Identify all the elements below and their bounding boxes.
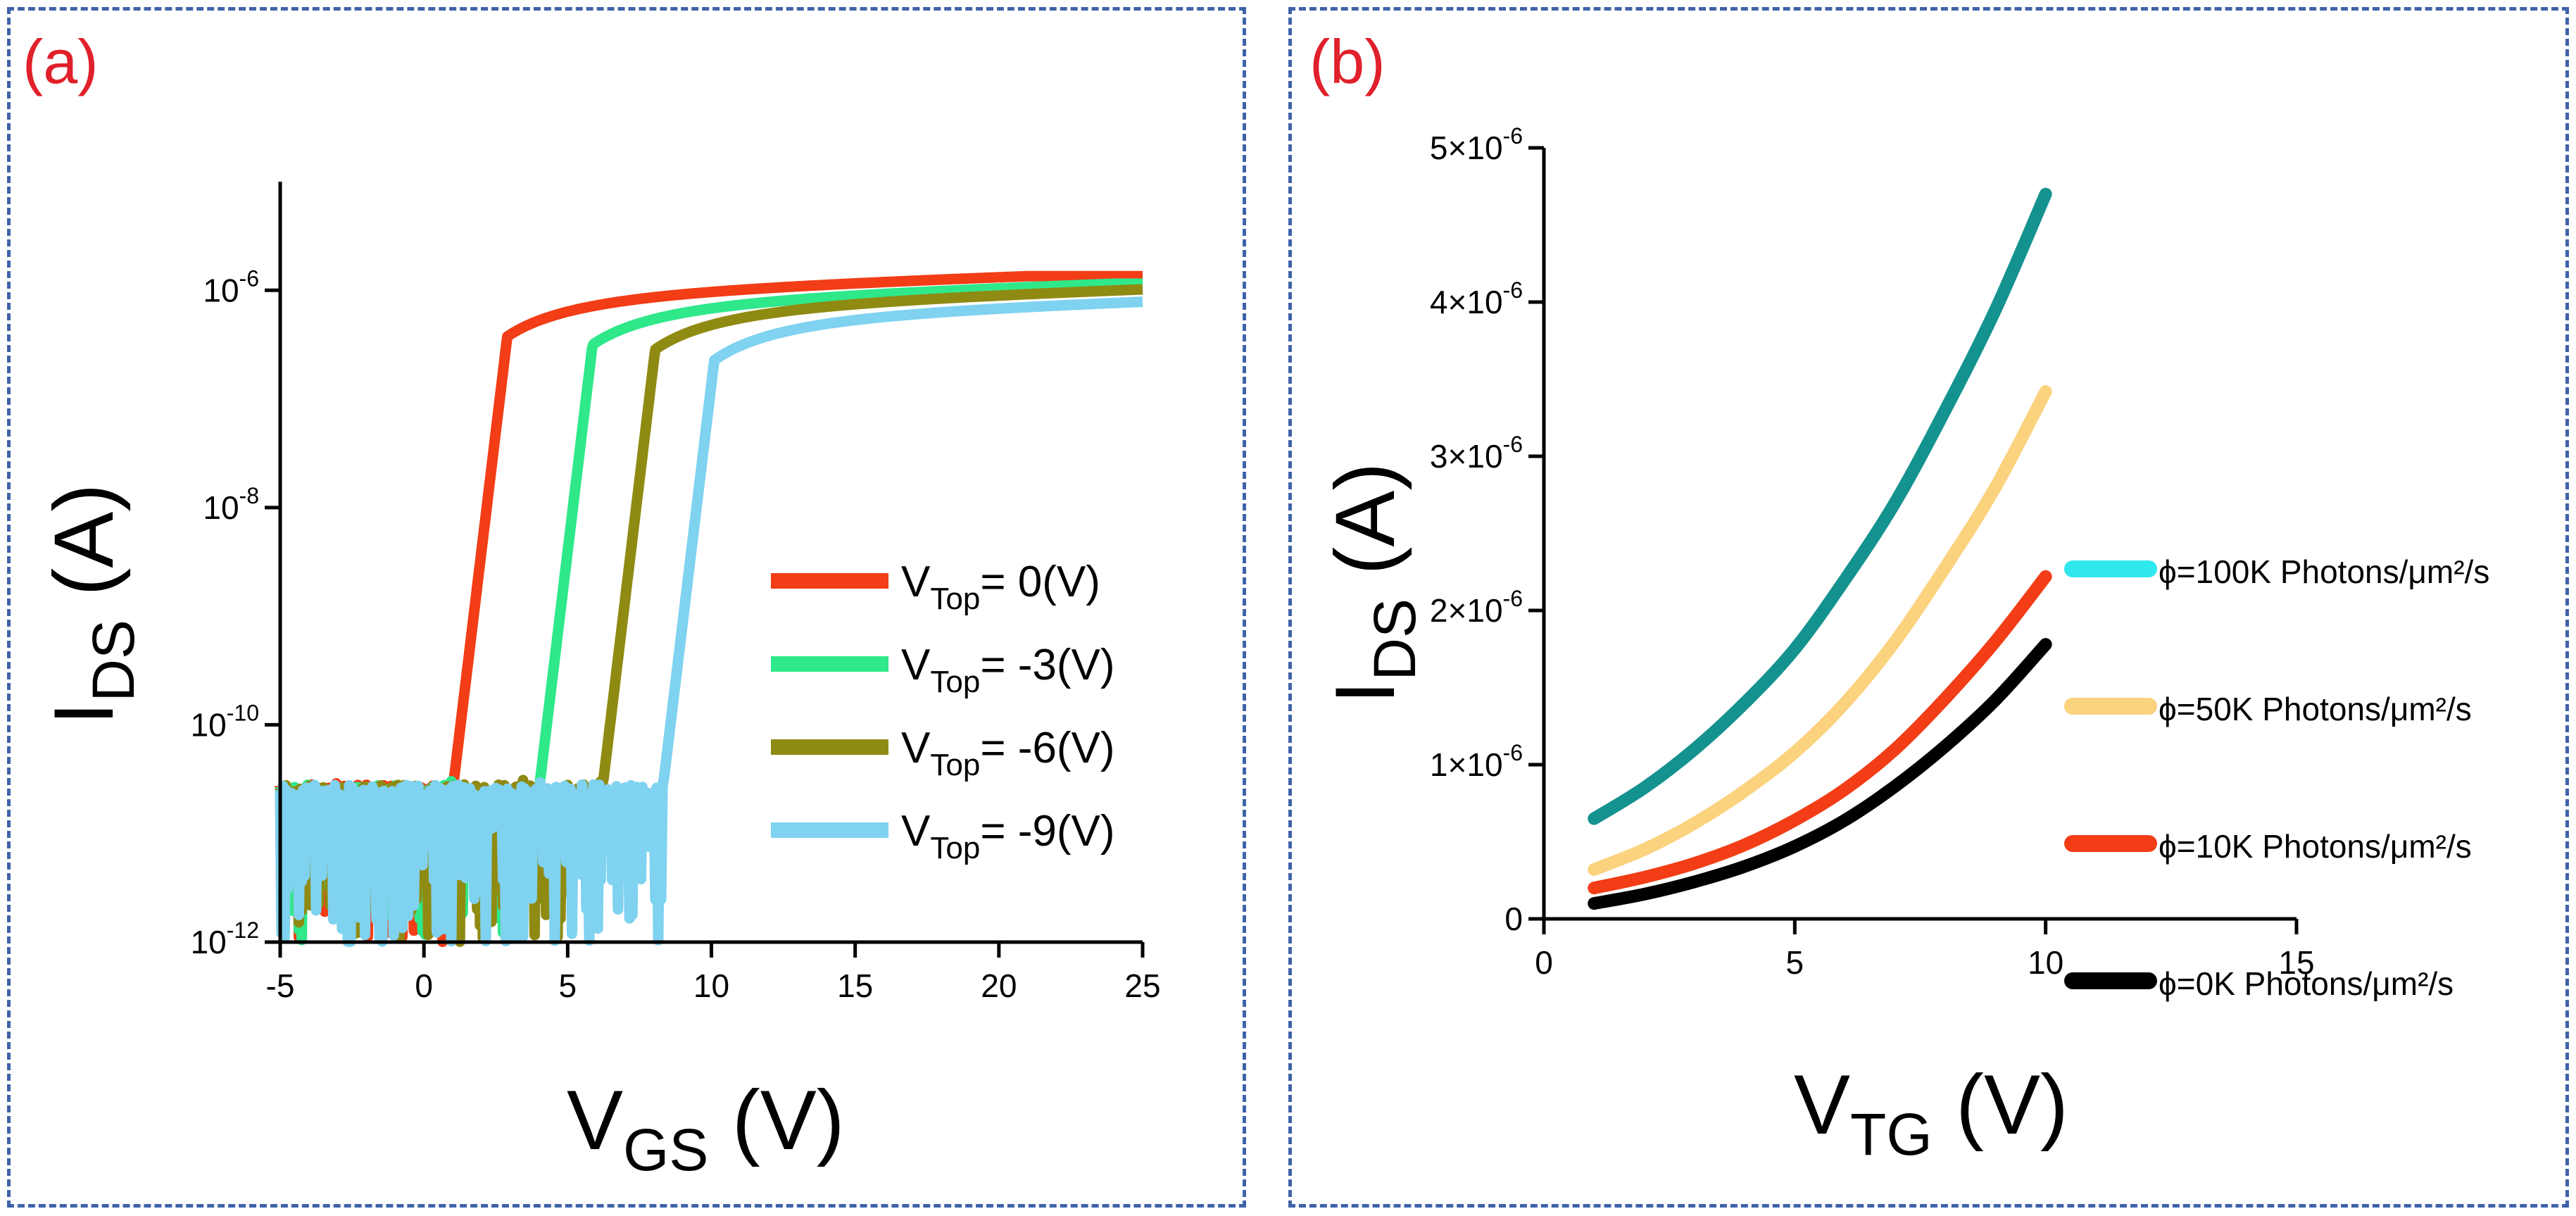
- b-x-tick-label: 10: [2028, 944, 2063, 981]
- b-x-tick-label: 0: [1535, 944, 1553, 981]
- b-x-tick-label: 15: [2278, 944, 2314, 981]
- panel-b: [1288, 7, 2569, 1208]
- chart-a: (a) -5 0 5 10 15 20 25 10-12 10-10 10-8 10-6 VTop…: [23, 27, 1161, 1183]
- b-y-ticks: 0 1×10-6 2×10-6 3×10-6 4×10-6 5×10-6: [1430, 123, 1544, 937]
- a-legend-label: VTop= -9(V): [901, 807, 1115, 865]
- a-series-line: [275, 296, 1147, 948]
- a-x-axis-label: VGS (V): [567, 1073, 845, 1183]
- a-y-tick-label: 10-12: [191, 917, 259, 960]
- b-series-line: [1588, 638, 2052, 910]
- b-y-tick-label: 2×10-6: [1430, 586, 1523, 629]
- a-y-axis-label: IDS (A): [37, 484, 146, 725]
- b-legend-label: ϕ=10K Photons/μm²/s: [2159, 828, 2472, 865]
- a-y-tick-label: 10-10: [191, 700, 259, 743]
- a-x-tick-label: 0: [415, 967, 433, 1004]
- panel-label-b: (b): [1309, 27, 1386, 96]
- b-series-line: [1588, 570, 2052, 895]
- b-y-tick-label: 4×10-6: [1430, 277, 1523, 320]
- a-x-tick-label: 5: [559, 967, 577, 1004]
- b-legend-label: ϕ=0K Photons/μm²/s: [2159, 965, 2454, 1002]
- a-legend: VTop= 0(V) VTop= -3(V) VTop= -6(V) VTop= -9…: [771, 558, 1115, 865]
- b-x-tick-label: 5: [1786, 944, 1804, 981]
- b-legend: ϕ=100K Photons/μm²/s ϕ=50K Photons/μm²/s ϕ…: [2064, 553, 2489, 1002]
- a-x-tick-label: 20: [981, 967, 1017, 1004]
- chart-b: (b) 0 5 10 15 0 1×10-6 2×10-6 3×10-6 4×10-6 5×10…: [1309, 27, 2489, 1167]
- b-y-tick-label: 0: [1504, 901, 1523, 937]
- a-y-ticks: 10-12 10-10 10-8 10-6: [191, 265, 280, 960]
- a-y-tick-label: 10-6: [203, 265, 259, 308]
- b-y-axis-label: IDS (A): [1318, 463, 1428, 704]
- b-legend-label: ϕ=50K Photons/μm²/s: [2159, 691, 2472, 727]
- b-y-tick-label: 1×10-6: [1430, 740, 1523, 783]
- a-legend-label: VTop= 0(V): [901, 558, 1100, 616]
- b-y-tick-label: 5×10-6: [1430, 123, 1523, 166]
- b-legend-label: ϕ=100K Photons/μm²/s: [2159, 553, 2489, 590]
- a-y-tick-label: 10-8: [203, 483, 259, 526]
- b-x-ticks: 0 5 10 15: [1535, 919, 2315, 981]
- a-x-tick-label: 10: [693, 967, 729, 1004]
- b-curves: [1588, 187, 2052, 910]
- b-series-line: [1588, 385, 2052, 876]
- b-x-axis-label: VTG (V): [1794, 1058, 2068, 1167]
- panel-a: [7, 7, 1246, 1208]
- a-curves: [275, 270, 1147, 948]
- panel-label-a: (a): [23, 27, 99, 96]
- b-y-tick-label: 3×10-6: [1430, 432, 1523, 475]
- a-x-tick-label: 15: [837, 967, 873, 1004]
- a-legend-label: VTop= -6(V): [901, 724, 1115, 782]
- a-legend-label: VTop= -3(V): [901, 641, 1115, 699]
- b-series-line: [1588, 187, 2052, 825]
- a-x-ticks: -5 0 5 10 15 20 25: [266, 942, 1161, 1004]
- a-x-tick-label: 25: [1124, 967, 1160, 1004]
- a-x-tick-label: -5: [266, 967, 295, 1004]
